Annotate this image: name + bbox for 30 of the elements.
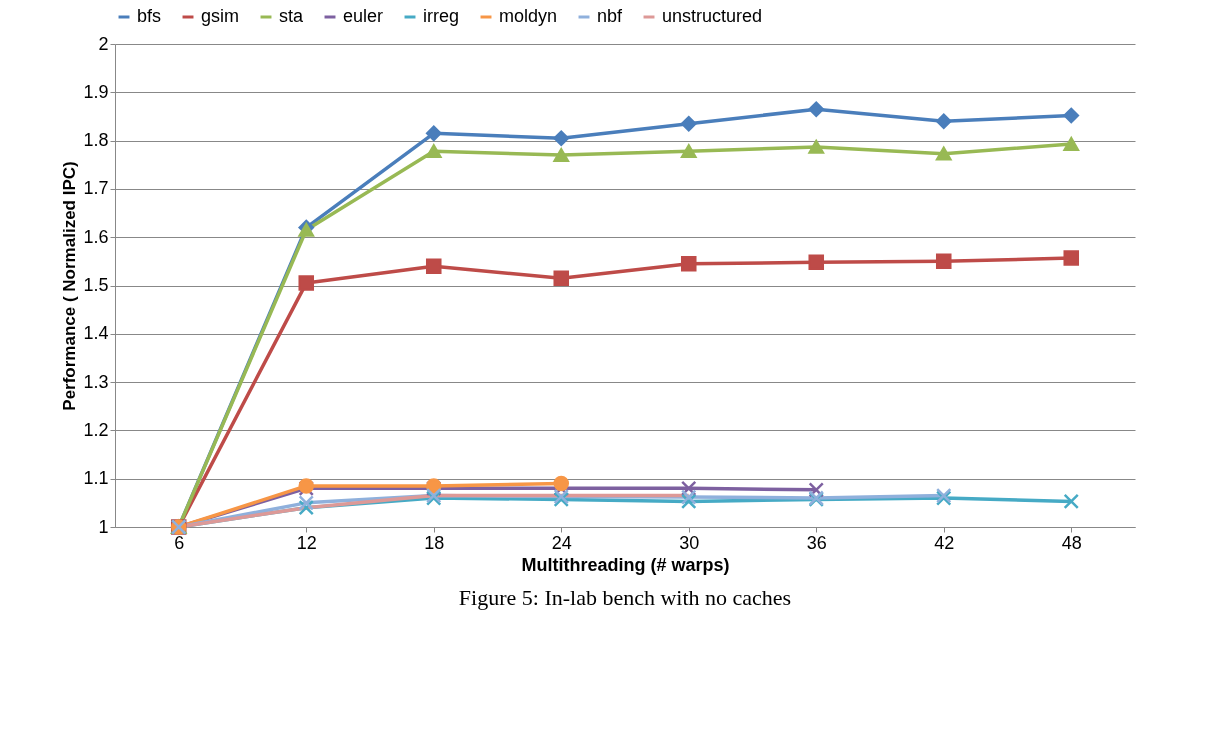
x-axis-title: Multithreading (# warps): [521, 554, 730, 575]
legend-label: bfs: [137, 6, 162, 26]
y-tick-label: 1.2: [83, 419, 109, 440]
y-tick-label: 1.6: [83, 226, 109, 247]
legend-label: moldyn: [499, 6, 558, 26]
y-axis-title: Performance ( Normalized IPC): [60, 161, 80, 411]
y-tick-label: 1.8: [83, 130, 109, 151]
legend-label: nbf: [597, 6, 624, 26]
y-tick-label: 1.9: [83, 81, 109, 102]
legend-label: gsim: [201, 6, 240, 26]
legend-label: irreg: [423, 6, 460, 26]
x-tick-label: 42: [934, 532, 955, 553]
y-tick-label: 1.1: [83, 468, 109, 489]
y-tick-label: 1.3: [83, 371, 109, 392]
y-tick-label: 1: [98, 516, 109, 537]
caption: Figure 5: In-lab bench with no caches: [458, 585, 792, 610]
x-tick-label: 30: [679, 532, 700, 553]
legend-label: sta: [279, 6, 304, 26]
x-tick-label: 24: [551, 532, 572, 553]
y-tick-label: 1.5: [83, 275, 109, 295]
x-tick-label: 6: [174, 532, 185, 553]
y-tick-label: 1.7: [83, 178, 109, 199]
legend-label: unstructured: [662, 6, 763, 26]
y-tick-label: 1.4: [83, 323, 109, 344]
x-tick-label: 18: [424, 532, 445, 553]
y-tick-label: 2: [98, 33, 109, 54]
x-tick-label: 36: [806, 532, 827, 553]
x-tick-label: 48: [1061, 532, 1082, 553]
x-tick-label: 12: [296, 532, 317, 553]
legend-label: euler: [343, 6, 384, 26]
